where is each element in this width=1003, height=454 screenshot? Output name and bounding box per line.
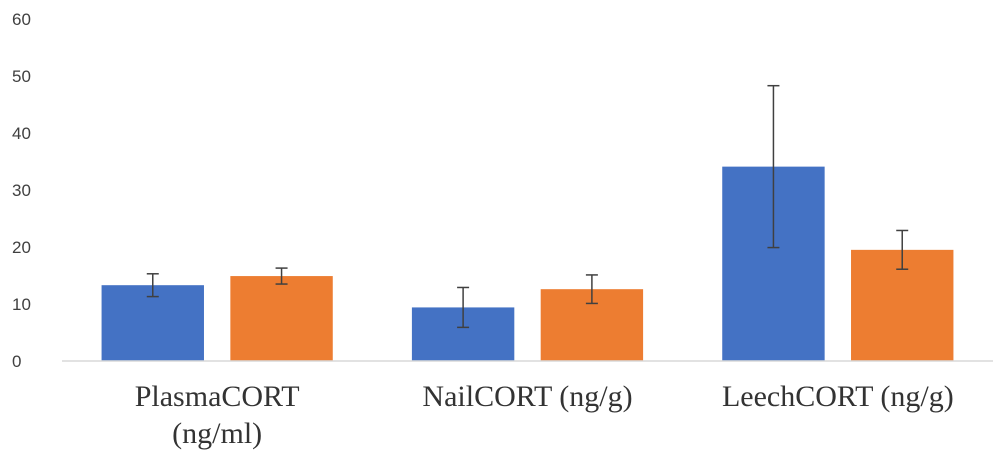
y-tick-label: 20: [12, 238, 31, 257]
error-bars: [146, 84, 909, 329]
x-tick-label: (ng/ml): [172, 417, 262, 450]
y-tick-label: 40: [12, 124, 31, 143]
bar-series-2-category-1: [230, 276, 333, 361]
error-bar-series-2-category-1: [275, 267, 288, 285]
error-bar-series-1-category-2: [457, 286, 470, 329]
y-tick-label: 60: [12, 10, 31, 29]
error-bar-series-2-category-2: [585, 274, 598, 305]
x-tick-label: LeechCORT (ng/g): [722, 380, 954, 413]
x-tick-label: NailCORT (ng/g): [422, 380, 632, 413]
bar-series-1-category-1: [101, 285, 204, 361]
error-bar-series-1-category-3: [767, 84, 780, 249]
y-tick-label: 10: [12, 295, 31, 314]
y-tick-label: 30: [12, 181, 31, 200]
error-bar-series-1-category-1: [146, 273, 159, 298]
error-bar-series-2-category-3: [896, 229, 909, 270]
y-tick-label: 0: [12, 352, 21, 371]
x-axis-category-labels: PlasmaCORT (ng/ml) NailCORT (ng/g) LeechCOR…: [135, 380, 954, 450]
bars: [101, 166, 954, 361]
y-axis-ticks: 0 10 20 30 40 50 60: [12, 10, 31, 371]
y-tick-label: 50: [12, 67, 31, 86]
x-tick-label: PlasmaCORT: [135, 380, 300, 413]
